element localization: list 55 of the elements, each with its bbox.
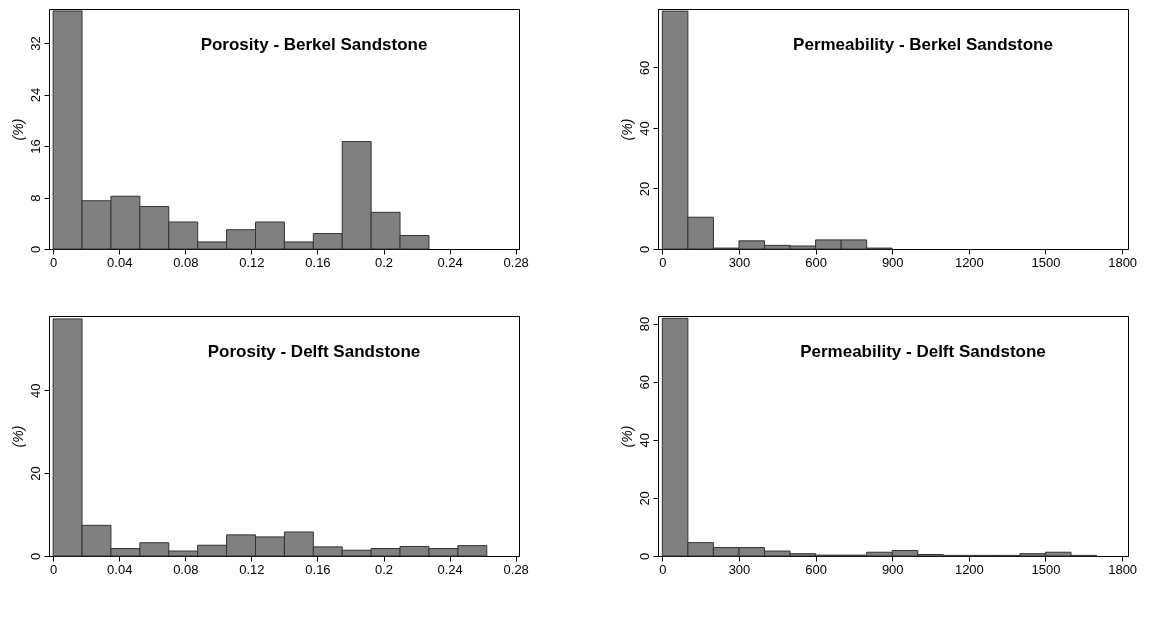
x-tick-label: 900 [881,561,904,577]
y-tick-label: 80 [636,316,652,332]
x-tick-label: 600 [805,561,827,577]
x-tick-label: 900 [881,254,904,270]
x-tick-label: 1500 [1031,254,1061,270]
y-tick-label: 32 [27,36,43,51]
x-tick-label: 1800 [1108,254,1138,270]
x-tick-label: 1800 [1108,561,1138,577]
x-tick-label: 0.12 [239,561,265,577]
y-tick-label: 0 [27,552,43,561]
y-tick-label: 40 [636,433,652,448]
y-axis-title: (%) [9,118,26,141]
text: Porosity - Delft Sandstone [207,342,421,361]
text: Permeability - Delft Sandstone [800,342,1046,361]
x-tick-label: 0 [50,561,58,577]
x-tick-label: 0.2 [375,254,394,270]
x-tick-label: 1500 [1031,561,1061,577]
x-tick-label: 600 [805,254,827,270]
x-tick-label: 0.16 [305,561,331,577]
x-tick-label: 0 [659,561,667,577]
y-tick-label: 20 [636,181,652,197]
x-tick-label: 0.04 [107,254,133,270]
y-tick-label: 20 [27,466,43,481]
y-tick-label: 20 [636,491,652,506]
x-tick-label: 300 [728,561,751,577]
x-tick-label: 0.08 [173,254,199,270]
x-tick-label: 0.24 [437,561,463,577]
y-tick-label: 40 [636,121,652,136]
y-tick-label: 60 [636,374,652,390]
y-tick-label: 16 [27,139,43,154]
y-tick-label: 40 [27,383,43,398]
y-tick-label: 0 [636,552,652,561]
x-tick-label: 300 [728,254,751,270]
y-axis-title: (%) [618,118,635,141]
x-tick-label: 1200 [954,254,984,270]
x-tick-label: 0.04 [107,561,133,577]
x-tick-label: 0.28 [503,561,529,577]
text: Porosity - Berkel Sandstone [200,35,428,54]
x-tick-label: 0.2 [375,561,394,577]
y-tick-label: 60 [636,60,652,76]
x-tick-label: 0.16 [305,254,331,270]
x-tick-label: 0.08 [173,561,199,577]
y-axis-title: (%) [618,425,635,448]
x-tick-label: 1200 [954,561,984,577]
x-tick-label: 0.28 [503,254,529,270]
x-tick-label: 0 [659,254,667,270]
x-tick-label: 0 [50,254,58,270]
text: Permeability - Berkel Sandstone [793,35,1053,54]
x-tick-label: 0.24 [437,254,463,270]
y-tick-label: 0 [636,245,652,254]
x-tick-label: 0.12 [239,254,265,270]
y-axis-title: (%) [9,425,26,448]
y-tick-label: 0 [27,245,43,254]
y-tick-label: 8 [27,194,43,202]
y-tick-label: 24 [27,87,43,103]
